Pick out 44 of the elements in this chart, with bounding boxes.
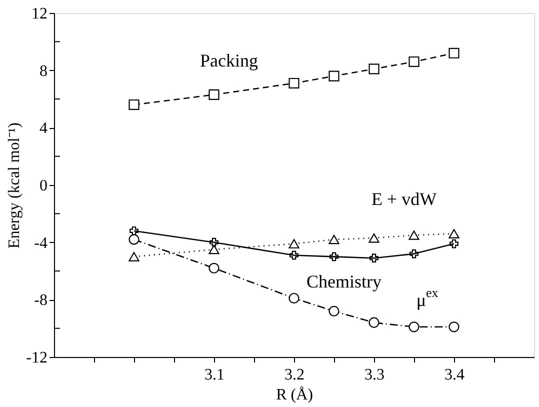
y-tick-label: 8 [40,62,48,80]
point [288,78,300,89]
y-tick-label: -4 [34,234,48,252]
point [288,292,300,304]
point [328,70,340,82]
x-tick-label: 3.4 [444,366,464,384]
point [408,56,420,68]
point [448,322,460,332]
x-axis-title: R (Å) [276,386,313,404]
point [128,252,140,262]
series-label: E + vdW [371,189,437,210]
point [128,234,140,245]
y-tick-label: 4 [40,120,48,138]
y-tick-label: -12 [26,350,48,366]
point [370,254,378,263]
point [368,64,380,74]
point [130,226,138,236]
y-tick-label: -8 [34,292,48,310]
point [330,252,338,262]
point [208,244,220,254]
point [408,230,420,240]
point [450,239,458,248]
series-label: Packing [200,50,258,71]
point [208,89,220,100]
x-tick-label: 3.3 [364,366,384,384]
point [128,99,140,110]
point [448,48,460,58]
point [410,249,418,258]
point [210,238,218,247]
point [208,262,220,274]
point [328,234,340,244]
point [288,239,300,248]
point [290,250,298,260]
point [448,229,460,238]
y-tick-label: 0 [40,178,48,194]
x-tick-label: 3.2 [284,366,304,384]
point [328,306,340,316]
x-tick-label: 3.1 [204,366,224,384]
point [368,317,380,328]
point [368,233,380,243]
y-axis-title: Energy (kcal mol⁻¹) [6,122,24,248]
series-label: Chemistry [306,272,382,292]
y-tick-label: 12 [32,6,48,22]
point [408,322,420,332]
